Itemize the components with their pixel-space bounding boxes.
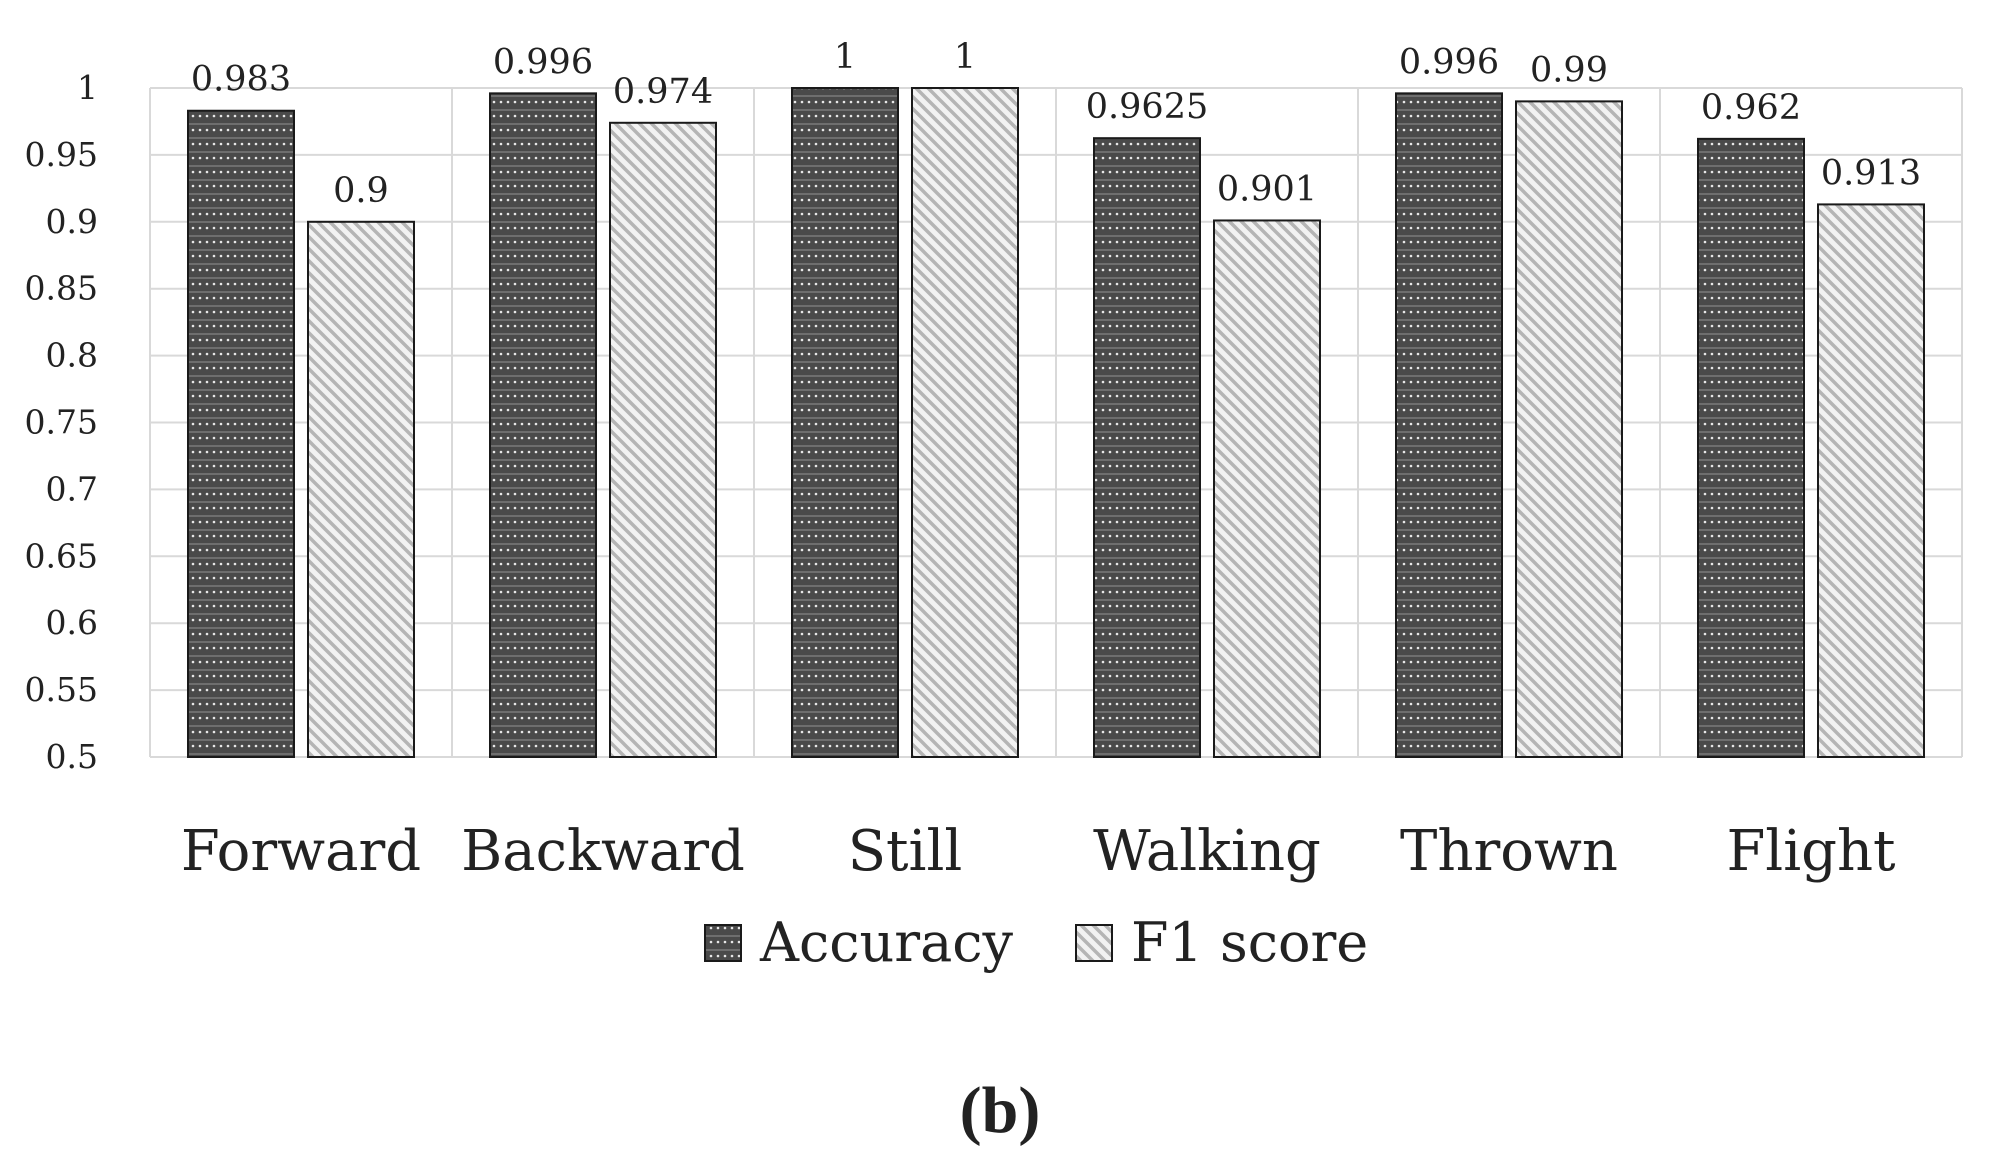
bar-f1-backward: [609, 121, 717, 758]
bar-f1-walking: [1213, 219, 1321, 759]
bar-accuracy-flight: [1697, 137, 1805, 758]
bar-accuracy-backward: [489, 92, 597, 759]
category-label-still: Still: [848, 819, 963, 884]
data-label-accuracy-forward: 0.983: [191, 60, 291, 100]
category-label-walking: Walking: [1093, 819, 1321, 884]
y-tick-label: 0.9: [46, 202, 98, 241]
y-tick-label: 0.75: [25, 403, 98, 442]
data-label-accuracy-flight: 0.962: [1701, 88, 1801, 128]
data-label-f1-still: 1: [954, 37, 976, 77]
y-tick-label: 0.8: [46, 336, 98, 375]
category-label-forward: Forward: [181, 819, 421, 884]
data-label-accuracy-still: 1: [834, 37, 856, 77]
bar-f1-forward: [307, 220, 415, 759]
data-label-f1-flight: 0.913: [1821, 153, 1921, 193]
legend: Accuracy F1 score: [704, 911, 1368, 974]
y-tick-label: 0.65: [25, 536, 98, 575]
bar-accuracy-walking: [1093, 137, 1201, 759]
y-tick-label: 1: [77, 68, 98, 107]
bar-accuracy-still: [791, 87, 899, 758]
y-tick-label: 0.5: [46, 737, 98, 776]
bar-f1-flight: [1817, 203, 1925, 758]
legend-swatch-f1: [1075, 924, 1113, 962]
legend-label-f1: F1 score: [1131, 911, 1368, 974]
y-tick-label: 0.7: [46, 469, 98, 508]
legend-swatch-accuracy: [704, 924, 742, 962]
data-label-f1-backward: 0.974: [613, 72, 713, 112]
y-tick-label: 0.55: [25, 670, 98, 709]
y-tick-label: 0.6: [46, 603, 98, 642]
data-label-accuracy-backward: 0.996: [493, 42, 593, 82]
bar-f1-still: [911, 87, 1019, 758]
data-label-f1-forward: 0.9: [333, 171, 389, 211]
bar-accuracy-forward: [187, 109, 295, 759]
legend-label-accuracy: Accuracy: [759, 911, 1014, 974]
category-label-flight: Flight: [1726, 819, 1896, 884]
data-label-f1-thrown: 0.99: [1530, 50, 1608, 90]
bar-f1-thrown: [1515, 100, 1623, 758]
bar-accuracy-thrown: [1395, 92, 1503, 759]
figure-caption: (b): [960, 1074, 1041, 1147]
y-tick-label: 0.95: [25, 135, 98, 174]
category-label-thrown: Thrown: [1400, 819, 1618, 884]
data-label-accuracy-thrown: 0.996: [1399, 42, 1499, 82]
category-label-backward: Backward: [461, 819, 745, 884]
data-label-accuracy-walking: 0.9625: [1086, 87, 1208, 127]
y-tick-label: 0.85: [25, 269, 98, 308]
data-label-f1-walking: 0.901: [1217, 169, 1317, 209]
